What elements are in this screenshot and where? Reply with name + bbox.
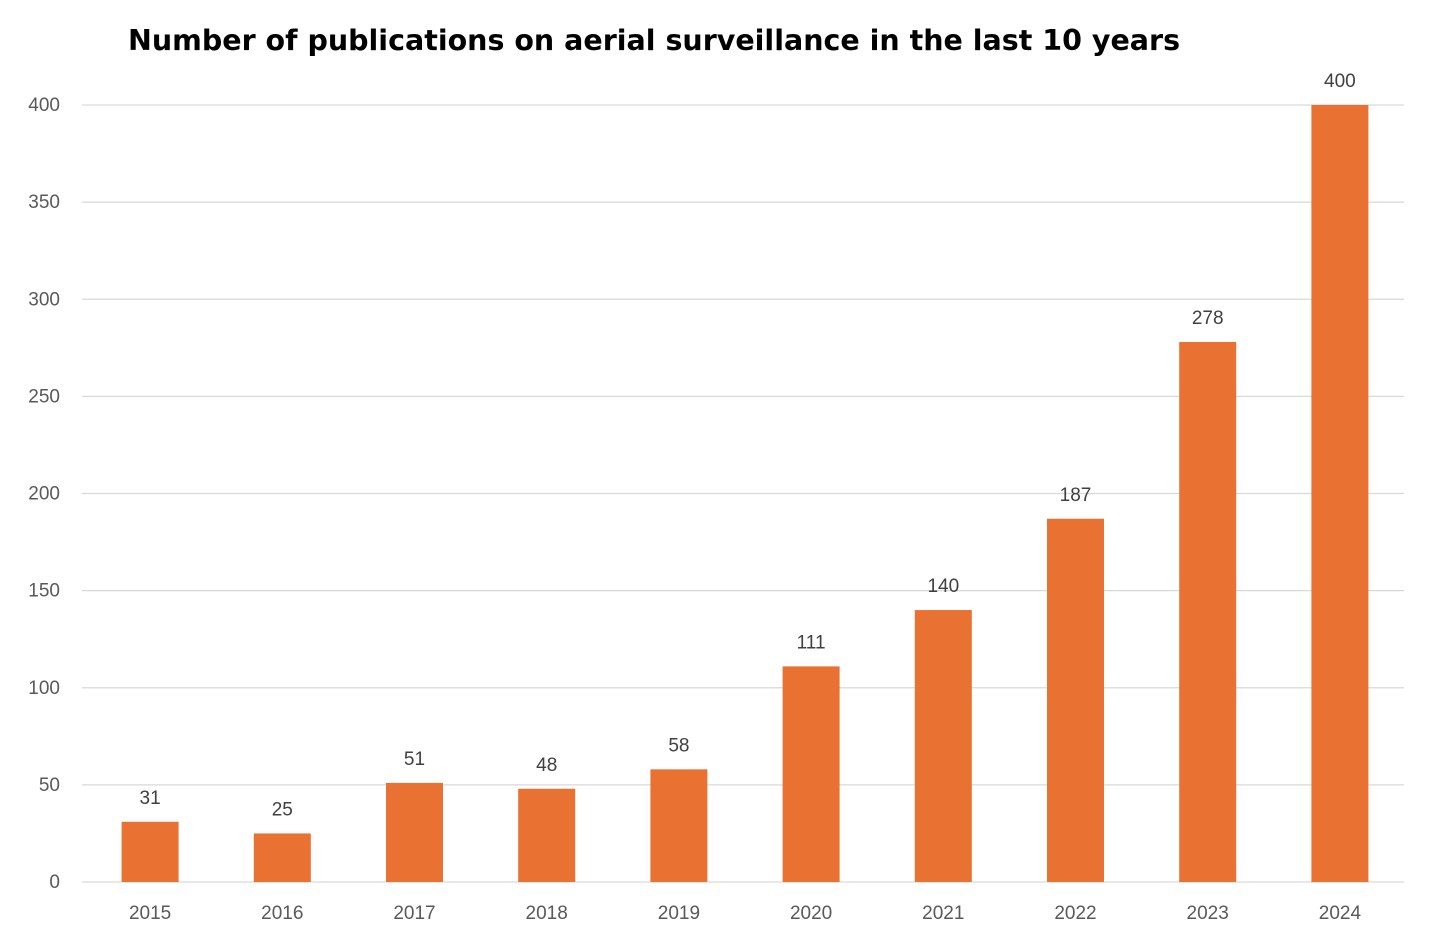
bar-2016 <box>253 833 311 882</box>
data-label-2018: 48 <box>536 755 557 776</box>
x-tick-label: 2020 <box>790 903 832 924</box>
bar-2020 <box>782 666 840 882</box>
y-tick-label: 50 <box>39 775 60 796</box>
data-label-2024: 400 <box>1324 71 1356 92</box>
data-label-2021: 140 <box>927 576 959 597</box>
y-tick-label: 300 <box>28 289 60 310</box>
bar-2022 <box>1047 518 1104 882</box>
x-tick-label: 2022 <box>1054 903 1096 924</box>
data-labels: 31 25 51 48 58 111 140 187 278 400 <box>140 71 1356 820</box>
x-tick-label: 2018 <box>526 903 568 924</box>
bars <box>121 105 1369 882</box>
x-tick-label: 2019 <box>658 903 700 924</box>
chart-title: Number of publications on aerial surveil… <box>128 24 1181 57</box>
bar-2017 <box>386 782 443 882</box>
bar-2023 <box>1179 341 1237 882</box>
x-tick-label: 2017 <box>393 903 435 924</box>
y-tick-label: 200 <box>28 484 60 505</box>
x-tick-label: 2016 <box>261 903 303 924</box>
data-label-2017: 51 <box>404 749 425 770</box>
x-tick-label: 2024 <box>1319 903 1362 924</box>
y-tick-label: 250 <box>28 386 60 407</box>
bar-2015 <box>121 821 179 882</box>
y-tick-label: 400 <box>28 95 60 116</box>
y-tick-label: 150 <box>28 581 60 602</box>
y-axis-ticks: 0 50 100 150 200 250 300 350 400 <box>28 95 60 893</box>
bar-2018 <box>518 788 576 882</box>
x-tick-label: 2015 <box>129 903 171 924</box>
y-tick-label: 350 <box>28 192 60 213</box>
data-label-2022: 187 <box>1060 485 1092 506</box>
y-tick-label: 100 <box>28 678 60 699</box>
x-axis-ticks: 2015 2016 2017 2018 2019 2020 2021 2022 2023 2024 <box>129 903 1362 924</box>
y-tick-label: 0 <box>49 872 60 893</box>
x-tick-label: 2023 <box>1187 903 1229 924</box>
data-label-2016: 25 <box>272 799 293 820</box>
data-label-2023: 278 <box>1192 308 1224 329</box>
bar-2024 <box>1311 105 1369 882</box>
data-label-2020: 111 <box>797 632 826 653</box>
x-tick-label: 2021 <box>922 903 964 924</box>
bar-2019 <box>650 769 708 882</box>
data-label-2019: 58 <box>668 735 689 756</box>
bar-2021 <box>914 610 972 882</box>
data-label-2015: 31 <box>140 788 161 809</box>
